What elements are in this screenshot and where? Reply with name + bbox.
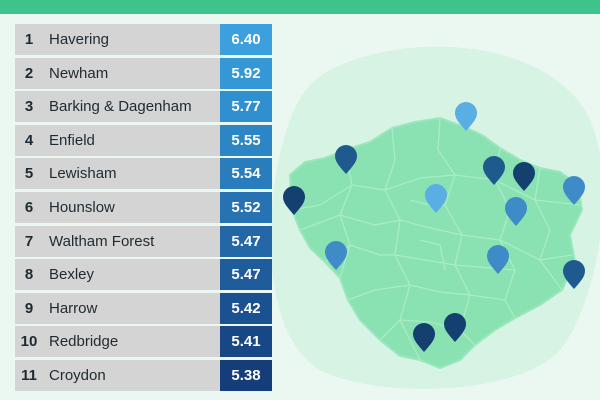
table-row: 4 Enfield 5.55 — [15, 124, 272, 156]
rank-cell: 6 — [15, 192, 41, 223]
borough-name-cell: Havering — [41, 24, 220, 55]
value-cell: 5.47 — [220, 225, 272, 257]
value-cell: 5.54 — [220, 158, 272, 190]
rank-cell: 11 — [15, 360, 41, 391]
table-row: 9 Harrow 5.42 — [15, 292, 272, 324]
rank-cell: 4 — [15, 124, 41, 156]
rank-cell: 3 — [15, 91, 41, 123]
map-pin — [425, 184, 447, 213]
value-cell: 5.92 — [220, 57, 272, 89]
table-row: 1 Havering 6.40 — [15, 24, 272, 55]
rank-cell: 8 — [15, 259, 41, 291]
borough-name-cell: Bexley — [41, 259, 220, 291]
map-pin — [513, 162, 535, 191]
table-row: 11 Croydon 5.38 — [15, 360, 272, 391]
table-row: 5 Lewisham 5.54 — [15, 158, 272, 190]
borough-name-cell: Lewisham — [41, 158, 220, 190]
map-pin — [505, 197, 527, 226]
borough-name-cell: Enfield — [41, 124, 220, 156]
borough-name-cell: Barking & Dagenham — [41, 91, 220, 123]
value-cell: 5.77 — [220, 91, 272, 123]
map-pin — [283, 186, 305, 215]
header-bar — [0, 0, 600, 14]
borough-name-cell: Newham — [41, 57, 220, 89]
value-cell: 5.52 — [220, 192, 272, 223]
value-cell: 6.40 — [220, 24, 272, 55]
table-row: 3 Barking & Dagenham 5.77 — [15, 91, 272, 123]
value-cell: 5.55 — [220, 124, 272, 156]
table-row: 6 Hounslow 5.52 — [15, 192, 272, 223]
map-pin — [325, 241, 347, 270]
borough-borders — [291, 117, 581, 361]
rank-cell: 5 — [15, 158, 41, 190]
borough-name-cell: Harrow — [41, 292, 220, 324]
table-row: 10 Redbridge 5.41 — [15, 326, 272, 358]
table-row: 2 Newham 5.92 — [15, 57, 272, 89]
map-pin — [563, 176, 585, 205]
rank-cell: 1 — [15, 24, 41, 55]
rank-cell: 10 — [15, 326, 41, 358]
map-pin — [455, 102, 477, 131]
map-pin — [563, 260, 585, 289]
borough-name-cell: Redbridge — [41, 326, 220, 358]
value-cell: 5.47 — [220, 259, 272, 291]
value-cell: 5.42 — [220, 292, 272, 324]
table-row: 7 Waltham Forest 5.47 — [15, 225, 272, 257]
borough-name-cell: Hounslow — [41, 192, 220, 223]
map-pins — [283, 102, 585, 352]
map-pin — [335, 145, 357, 174]
rank-cell: 9 — [15, 292, 41, 324]
rank-cell: 7 — [15, 225, 41, 257]
map-pin — [483, 156, 505, 185]
borough-name-cell: Croydon — [41, 360, 220, 391]
rank-cell: 2 — [15, 57, 41, 89]
table-row: 8 Bexley 5.47 — [15, 259, 272, 291]
map-pin — [444, 313, 466, 342]
value-cell: 5.38 — [220, 360, 272, 391]
value-cell: 5.41 — [220, 326, 272, 358]
borough-name-cell: Waltham Forest — [41, 225, 220, 257]
map-pin — [413, 323, 435, 352]
map-pin — [487, 245, 509, 274]
